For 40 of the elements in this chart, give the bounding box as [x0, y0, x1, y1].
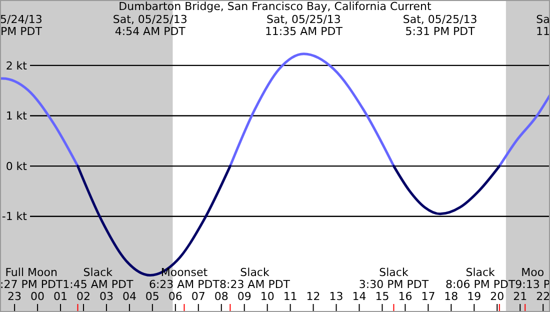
x-tick-label: 20 — [490, 290, 504, 303]
x-tick-label: 23 — [8, 290, 22, 303]
y-tick-label: 2 kt — [6, 59, 28, 72]
annotation: Moonset 6:23 AM PDT — [148, 266, 220, 291]
x-tick-label: 07 — [191, 290, 206, 303]
annotation: 5/24/13 PM PDT — [0, 13, 42, 38]
x-tick-label: 19 — [467, 290, 482, 303]
x-tick-label: 03 — [99, 290, 114, 303]
annotation: Slack 1:45 AM PDT — [62, 266, 134, 291]
x-tick-label: 08 — [214, 290, 228, 303]
x-tick-label: 11 — [283, 290, 298, 303]
x-tick-label: 15 — [375, 290, 390, 303]
x-tick-label: 16 — [398, 290, 412, 303]
annotation: Sa 11 — [536, 13, 550, 38]
x-tick-label: 12 — [306, 290, 320, 303]
x-tick-label: 18 — [444, 290, 458, 303]
x-tick-label: 14 — [352, 290, 366, 303]
annotation: Slack 8:23 AM PDT — [219, 266, 290, 291]
annotation: Slack 3:30 PM PDT — [358, 266, 429, 291]
x-tick-label: 17 — [421, 290, 436, 303]
x-tick-label: 04 — [122, 290, 136, 303]
x-tick-label: 13 — [329, 290, 344, 303]
y-tick-label: -1 kt — [2, 210, 28, 224]
x-tick-label: 21 — [513, 290, 528, 303]
x-tick-label: 00 — [30, 290, 45, 303]
x-tick-label: 02 — [76, 290, 90, 303]
chart-title: Dumbarton Bridge, San Francisco Bay, California Current — [118, 0, 432, 13]
annotation: Slack 8:06 PM PDT — [446, 266, 516, 291]
annotation: Sat, 05/25/13 11:35 AM PDT — [264, 13, 343, 38]
x-tick-label: 01 — [54, 290, 68, 303]
x-tick-label: 06 — [168, 290, 182, 303]
annotation: Full Moon :27 PM PDT — [0, 266, 63, 291]
x-tick-label: 09 — [237, 290, 252, 303]
x-tick-label: 05 — [145, 290, 160, 303]
y-tick-label: 1 kt — [6, 110, 28, 123]
x-tick-label: 22 — [536, 290, 550, 303]
y-tick-label: 0 kt — [6, 160, 28, 173]
x-tick-label: 10 — [260, 290, 274, 303]
annotation: Sat, 05/25/13 5:31 PM PDT — [402, 13, 478, 38]
annotation: Sat, 05/25/13 4:54 AM PDT — [112, 13, 188, 38]
